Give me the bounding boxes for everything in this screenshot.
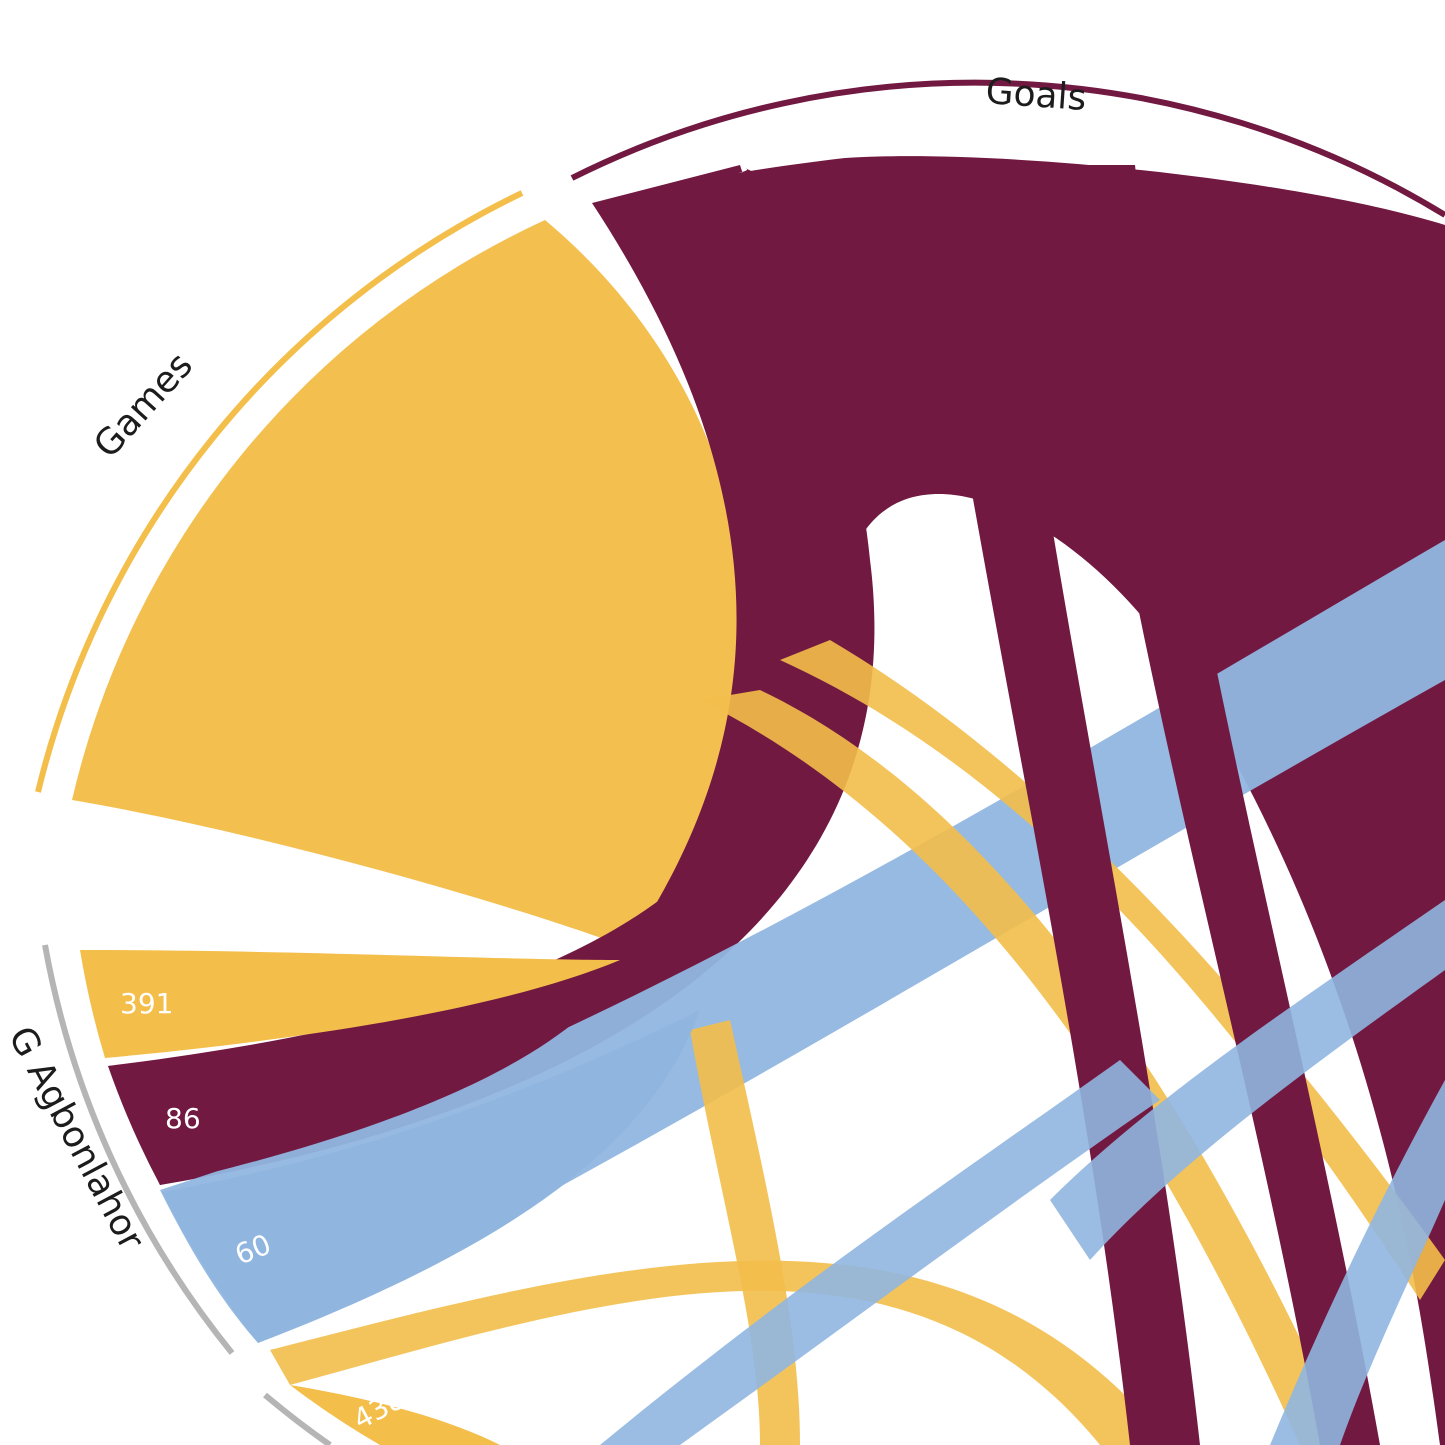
category-label-goals: Goals — [984, 71, 1087, 119]
player-arc — [42, 944, 235, 1355]
assists-band — [162, 1010, 700, 1343]
games-arc — [35, 190, 524, 793]
player-g-agbonlahor: 391 86 60 — [80, 950, 700, 1343]
goals-value: 86 — [165, 1102, 201, 1135]
games-value: 391 — [120, 987, 173, 1020]
assists-ribbon — [1270, 1080, 1445, 1445]
games-ribbon — [72, 220, 746, 950]
goals-ribbon — [592, 156, 1445, 1445]
assists-ribbon — [600, 1060, 1160, 1445]
goals-ribbon — [1070, 165, 1380, 1445]
goals-arc — [570, 79, 1445, 218]
goals-ribbon — [920, 165, 1200, 1445]
goals-band — [108, 975, 620, 1185]
category-label-games: Games — [86, 345, 201, 466]
games-ribbon — [700, 690, 1350, 1445]
games-band — [80, 950, 620, 1058]
games-ribbon — [290, 1385, 500, 1445]
games-ribbon — [270, 1260, 1170, 1445]
assists-ribbon — [1050, 900, 1445, 1260]
